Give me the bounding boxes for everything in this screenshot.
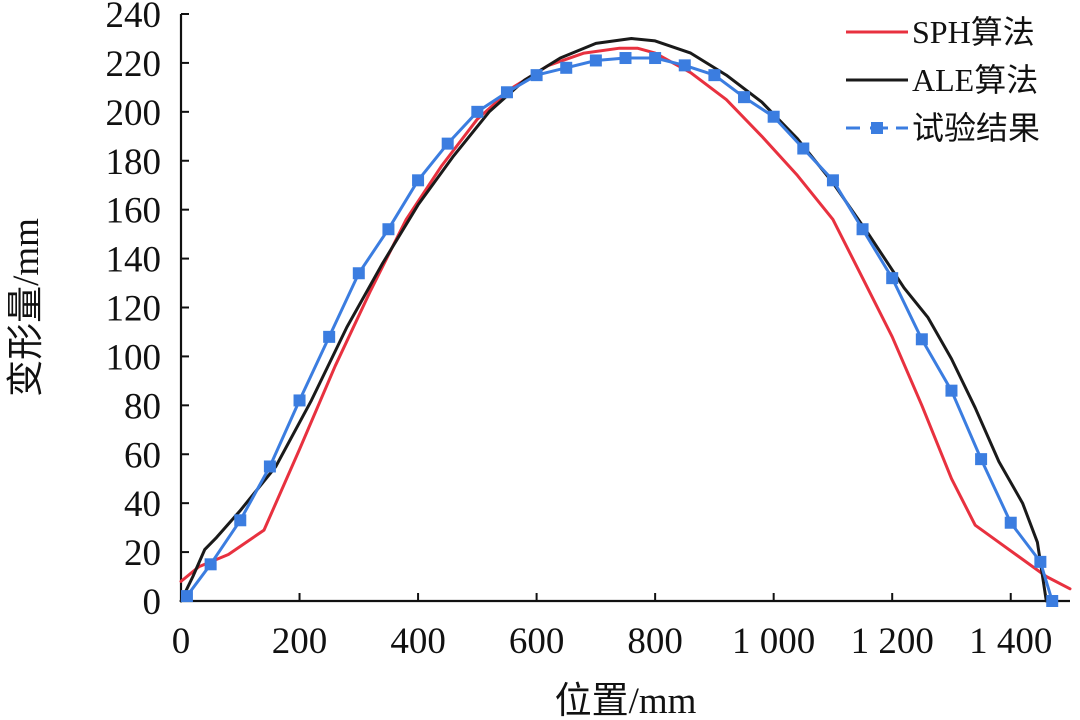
data-point: [204, 558, 217, 571]
data-point: [234, 514, 247, 527]
series-1: [179, 46, 1072, 591]
data-point: [649, 52, 662, 65]
data-point: [263, 460, 276, 473]
x-tick-label: 400: [390, 621, 446, 662]
legend-item-3: 试验结果: [846, 110, 1040, 146]
data-point: [382, 223, 395, 236]
data-point: [293, 394, 306, 407]
data-point: [767, 110, 780, 123]
y-tick-label: 160: [106, 191, 162, 232]
data-point: [1046, 595, 1059, 607]
y-tick-label: 200: [106, 93, 162, 134]
data-point: [441, 137, 454, 150]
data-point: [708, 69, 721, 82]
data-point: [530, 69, 543, 82]
x-axis-title: 位置/mm: [555, 680, 697, 720]
series-3: [180, 52, 1059, 607]
data-point: [412, 174, 425, 187]
series-line: [179, 46, 1072, 591]
data-point: [323, 330, 336, 343]
data-point: [945, 384, 958, 397]
data-point: [619, 52, 632, 65]
x-tick-label: 200: [272, 621, 328, 662]
legend-label: SPH算法: [912, 14, 1035, 50]
data-point: [738, 91, 751, 104]
data-point: [180, 590, 193, 603]
x-tick-label: 1 000: [732, 621, 815, 662]
data-point: [589, 54, 602, 67]
series: [179, 37, 1072, 607]
legend-label: ALE算法: [912, 62, 1038, 98]
data-point: [678, 59, 691, 72]
y-tick-label: 20: [124, 533, 161, 574]
data-point: [1004, 516, 1017, 529]
data-point: [471, 105, 484, 118]
data-point: [915, 333, 928, 346]
legend-item-2: ALE算法: [846, 62, 1038, 98]
y-tick-label: 120: [106, 289, 162, 330]
data-point: [856, 223, 869, 236]
y-tick-label: 220: [106, 44, 162, 85]
axes: [179, 13, 1070, 603]
x-tick-label: 800: [627, 621, 683, 662]
x-tick-label: 1 400: [969, 621, 1052, 662]
legend-label: 试验结果: [912, 110, 1040, 146]
data-point: [797, 142, 810, 155]
data-point: [886, 272, 899, 285]
y-tick-label: 40: [124, 484, 161, 525]
data-point: [352, 267, 365, 280]
y-tick-label: 180: [106, 142, 162, 183]
x-tick-label: 600: [509, 621, 565, 662]
data-point: [560, 61, 573, 74]
data-point: [826, 174, 839, 187]
y-tick-label: 140: [106, 240, 162, 281]
y-tick-label: 240: [106, 0, 162, 36]
data-point: [500, 86, 513, 99]
y-axis-title: 变形量/mm: [5, 218, 47, 397]
y-tick-label: 80: [124, 386, 161, 427]
legend-item-1: SPH算法: [846, 14, 1035, 50]
x-tick-label: 0: [172, 621, 191, 662]
legend-marker: [871, 122, 883, 134]
y-tick-label: 60: [124, 435, 161, 476]
y-tick-label: 0: [143, 582, 162, 623]
data-point: [1034, 555, 1047, 568]
tick-labels: 0 20 40 60 80 100 120 140 160 180 200 220 240 0 200 400…: [106, 0, 1053, 662]
y-tick-label: 100: [106, 337, 162, 378]
data-point: [975, 453, 988, 466]
x-tick-label: 1 200: [851, 621, 934, 662]
